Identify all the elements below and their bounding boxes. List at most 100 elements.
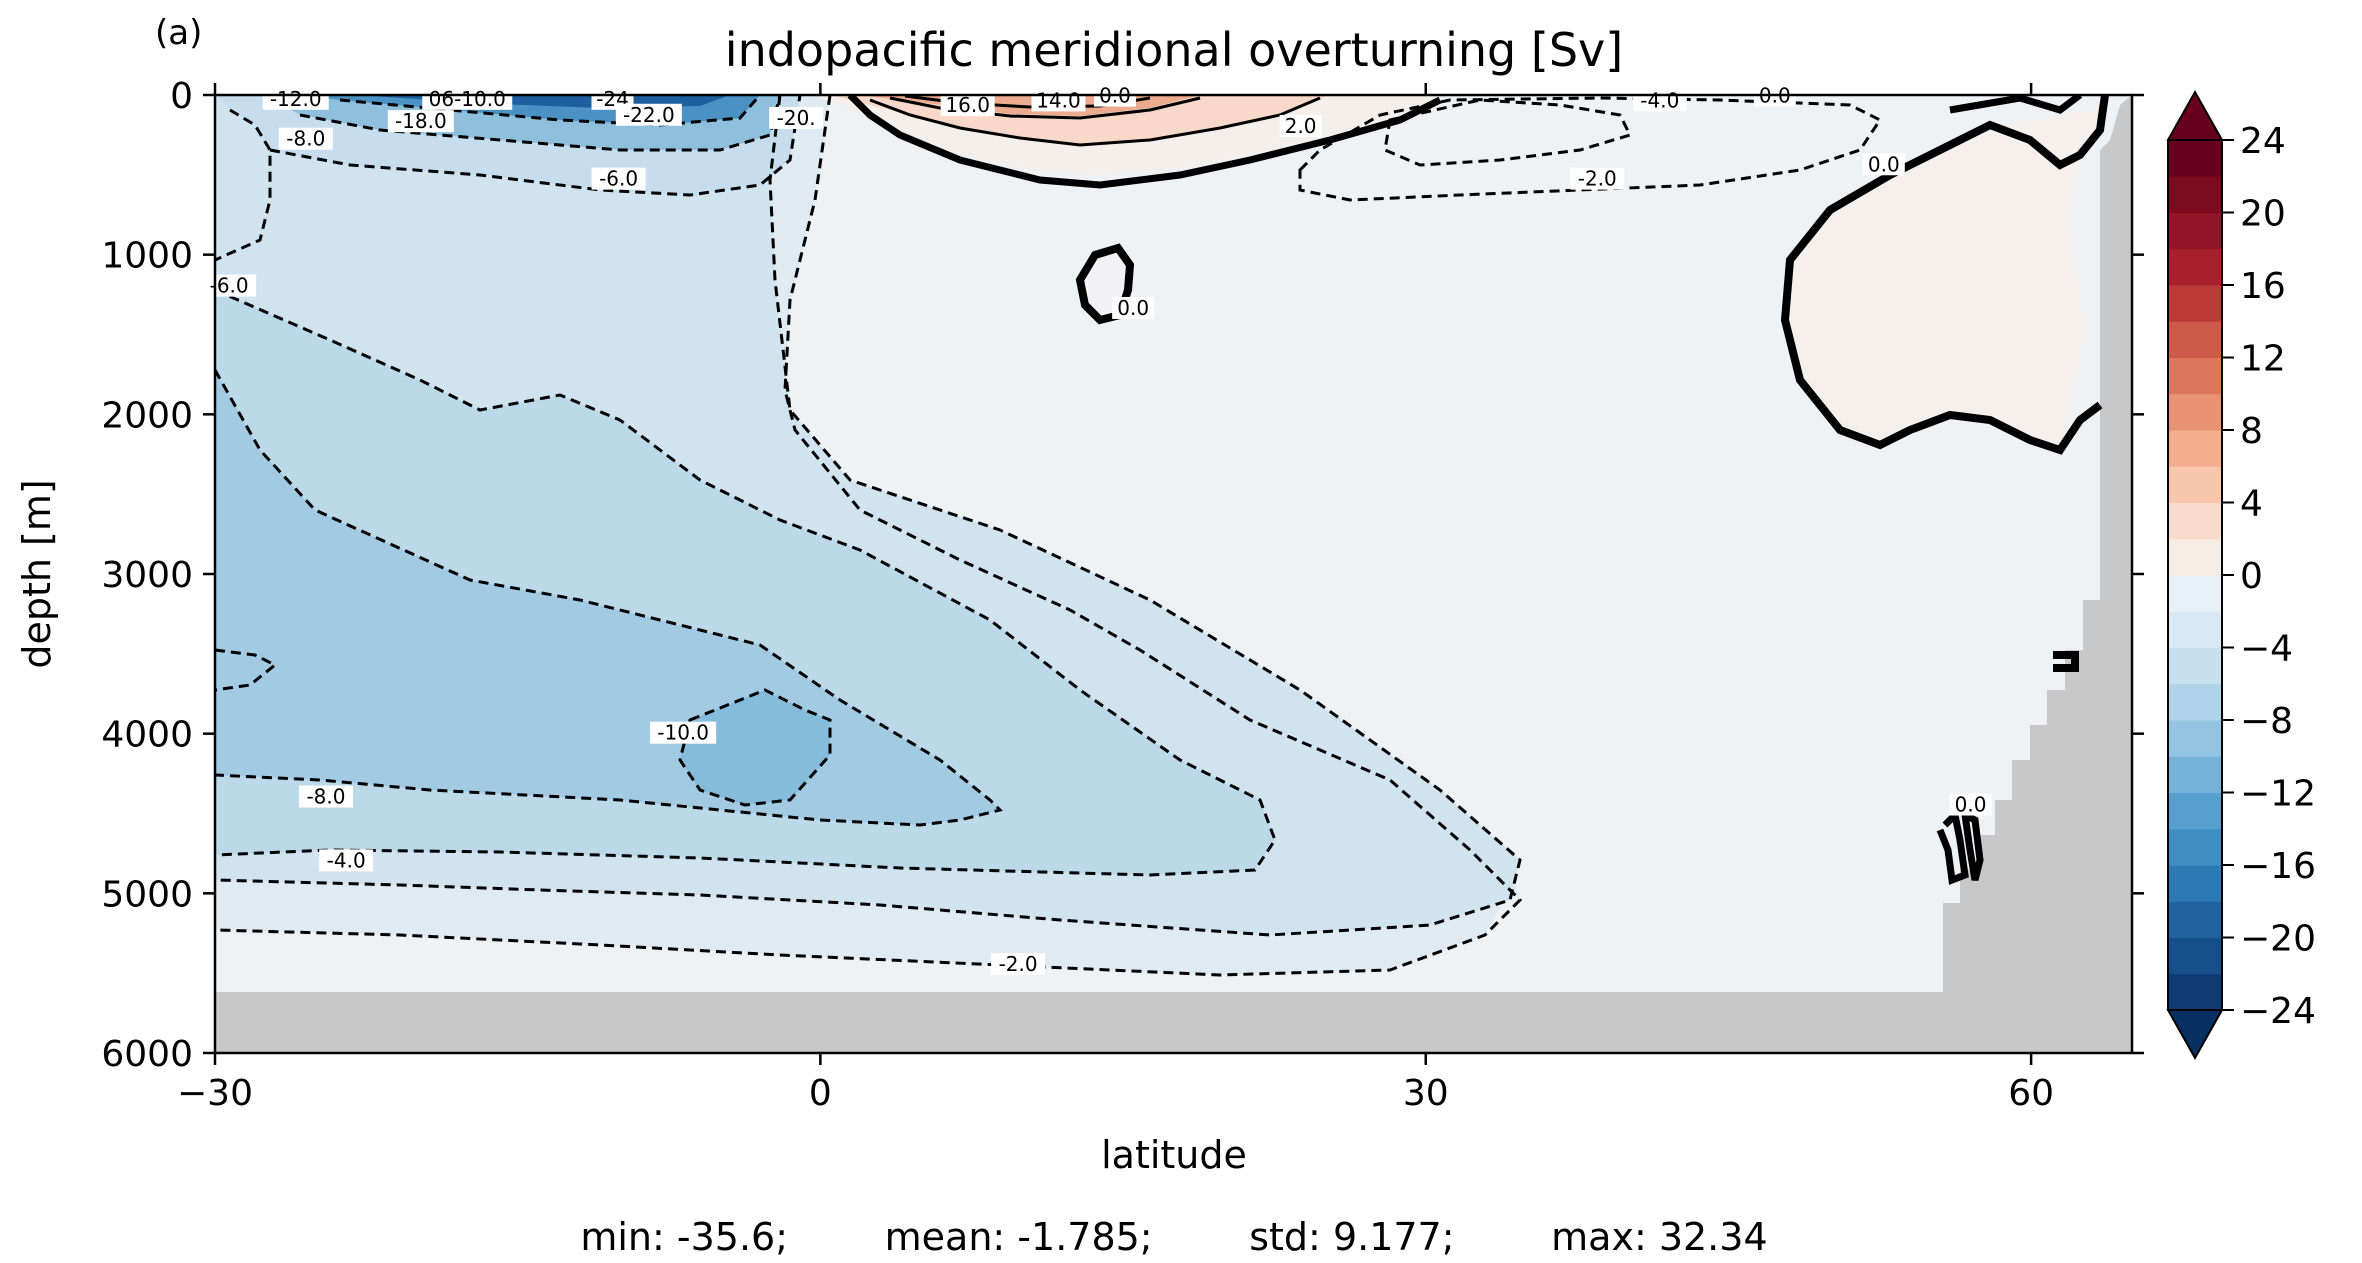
y-tick-label: 1000 bbox=[101, 236, 193, 277]
contour-label: 2.0 bbox=[1285, 114, 1317, 138]
colorbar-tick-label: −4 bbox=[2240, 629, 2293, 670]
colorbar-band bbox=[2168, 937, 2222, 975]
contour-label: -4.0 bbox=[327, 848, 366, 872]
colorbar-tick-label: 8 bbox=[2240, 411, 2263, 452]
colorbar-band bbox=[2168, 973, 2222, 1011]
contour-zero-north-surface bbox=[847, 95, 1442, 189]
x-axis: −30 0 30 60 bbox=[177, 83, 2054, 1114]
colorbar-band bbox=[2168, 647, 2222, 685]
colorbar-tick-label: −24 bbox=[2240, 991, 2316, 1032]
colorbar-band bbox=[2168, 756, 2222, 793]
colorbar-band bbox=[2168, 357, 2222, 395]
contour-label-bg bbox=[650, 721, 717, 744]
contour-surface-1 bbox=[215, 108, 272, 262]
colorbar-band bbox=[2168, 502, 2222, 540]
contour-label: -6.0 bbox=[599, 167, 638, 191]
colorbar-band bbox=[2168, 720, 2222, 757]
colorbar: 24 20 16 12 8 4 0 −4 −8 −12 −16 −20 −24 bbox=[2166, 89, 2316, 1061]
contour-minus6 bbox=[215, 288, 1277, 877]
contour-label-bg bbox=[387, 110, 454, 133]
y-axis-label: depth [m] bbox=[15, 479, 59, 668]
stats-footer: min: -35.6; mean: -1.785; std: 9.177; ma… bbox=[580, 1215, 1767, 1259]
x-tick-label: 60 bbox=[2008, 1073, 2054, 1114]
x-axis-label: latitude bbox=[1101, 1133, 1247, 1177]
colorbar-band bbox=[2168, 212, 2222, 250]
contour-label: -12.0 bbox=[270, 87, 322, 111]
colorbar-band bbox=[2168, 285, 2222, 322]
contour-zero-small-5b bbox=[1960, 808, 1984, 881]
contour-label: -20. bbox=[777, 106, 816, 130]
contour-surface-2 bbox=[269, 95, 802, 197]
colorbar-band bbox=[2168, 575, 2222, 612]
colorbar-band bbox=[2168, 176, 2222, 213]
fill-level-minus-10-left-blob bbox=[215, 650, 275, 690]
colorbar-tick-label: −12 bbox=[2240, 774, 2316, 815]
contour-lines bbox=[215, 95, 1883, 977]
colorbar-tick-label: 4 bbox=[2240, 484, 2263, 525]
contour-label: 0.0 bbox=[1868, 152, 1900, 176]
contour-minus4 bbox=[215, 95, 1522, 937]
contour-label-bg bbox=[1949, 793, 1992, 816]
contour-label: -2.0 bbox=[1578, 167, 1617, 191]
fill-level-minus-10-to-minus-12 bbox=[680, 690, 830, 805]
y-tick-label: 3000 bbox=[101, 555, 193, 596]
plot-area bbox=[215, 95, 2132, 1053]
colorbar-band bbox=[2168, 248, 2222, 286]
contour-minus2-north bbox=[1298, 96, 1883, 202]
contour-minus8 bbox=[215, 369, 1003, 827]
colorbar-band bbox=[2168, 466, 2222, 503]
contour-minus4-north-blob bbox=[1383, 98, 1633, 167]
contour-label: 0.0 bbox=[1117, 296, 1149, 320]
y-tick-label: 5000 bbox=[101, 874, 193, 915]
contour-label: -10.0 bbox=[657, 721, 709, 745]
fill-positive-northern-blob bbox=[1785, 95, 2105, 450]
contour-surface-3 bbox=[299, 95, 782, 152]
colorbar-band bbox=[2168, 683, 2222, 721]
contour-label-bg bbox=[615, 103, 682, 126]
contour-label: 0.0 bbox=[1955, 793, 1987, 817]
colorbar-band bbox=[2168, 865, 2222, 902]
contour-label: -8.0 bbox=[306, 785, 345, 809]
y-tick-label: 0 bbox=[170, 76, 193, 117]
colorbar-extend-max bbox=[2166, 89, 2224, 141]
contour-label-bg bbox=[319, 849, 374, 872]
colorbar-band bbox=[2168, 792, 2222, 830]
contour-label-bg bbox=[262, 87, 329, 110]
panel-label: (a) bbox=[155, 13, 202, 53]
contour-label-bg bbox=[298, 785, 353, 808]
colorbar-band bbox=[2168, 393, 2222, 431]
y-tick-label: 4000 bbox=[101, 715, 193, 756]
x-tick-label: 30 bbox=[1403, 1073, 1449, 1114]
colorbar-band bbox=[2168, 901, 2222, 938]
colorbar-band bbox=[2168, 321, 2222, 358]
contour-label: 06-10.0 bbox=[429, 87, 506, 111]
contour-label-bg bbox=[940, 94, 995, 117]
x-tick-label: 0 bbox=[809, 1073, 832, 1114]
colorbar-tick-label: 16 bbox=[2240, 266, 2286, 307]
y-tick-label: 2000 bbox=[101, 395, 193, 436]
contour-label-bg bbox=[769, 106, 824, 129]
colorbar-tick-label: −8 bbox=[2240, 701, 2293, 742]
contour-label: -2.0 bbox=[999, 952, 1038, 976]
contour-zero-small-4 bbox=[2053, 651, 2079, 672]
contour-positive-2 bbox=[869, 96, 1321, 147]
contour-label: -18.0 bbox=[395, 109, 447, 133]
colorbar-tick-label: 12 bbox=[2240, 339, 2286, 380]
contour-label: -8.0 bbox=[286, 127, 325, 151]
contour-positive-4 bbox=[889, 96, 1201, 120]
contour-label: 14.0 bbox=[1036, 88, 1081, 112]
contour-label-bg bbox=[1862, 153, 1905, 176]
contour-zero-north-surface-right bbox=[1949, 95, 2083, 114]
contour-label: -22.0 bbox=[623, 103, 675, 127]
contour-zero-northern-blob bbox=[1780, 95, 2109, 455]
y-tick-label: 6000 bbox=[101, 1034, 193, 1075]
colorbar-tick-label: 20 bbox=[2240, 194, 2286, 235]
contour-label-bg bbox=[278, 127, 333, 150]
contour-minus10 bbox=[678, 688, 832, 807]
contour-label-bg bbox=[1112, 296, 1155, 319]
contour-label-bg bbox=[591, 167, 646, 190]
colorbar-band bbox=[2168, 611, 2222, 648]
colorbar-band bbox=[2168, 140, 2222, 177]
x-tick-label: −30 bbox=[177, 1073, 253, 1114]
